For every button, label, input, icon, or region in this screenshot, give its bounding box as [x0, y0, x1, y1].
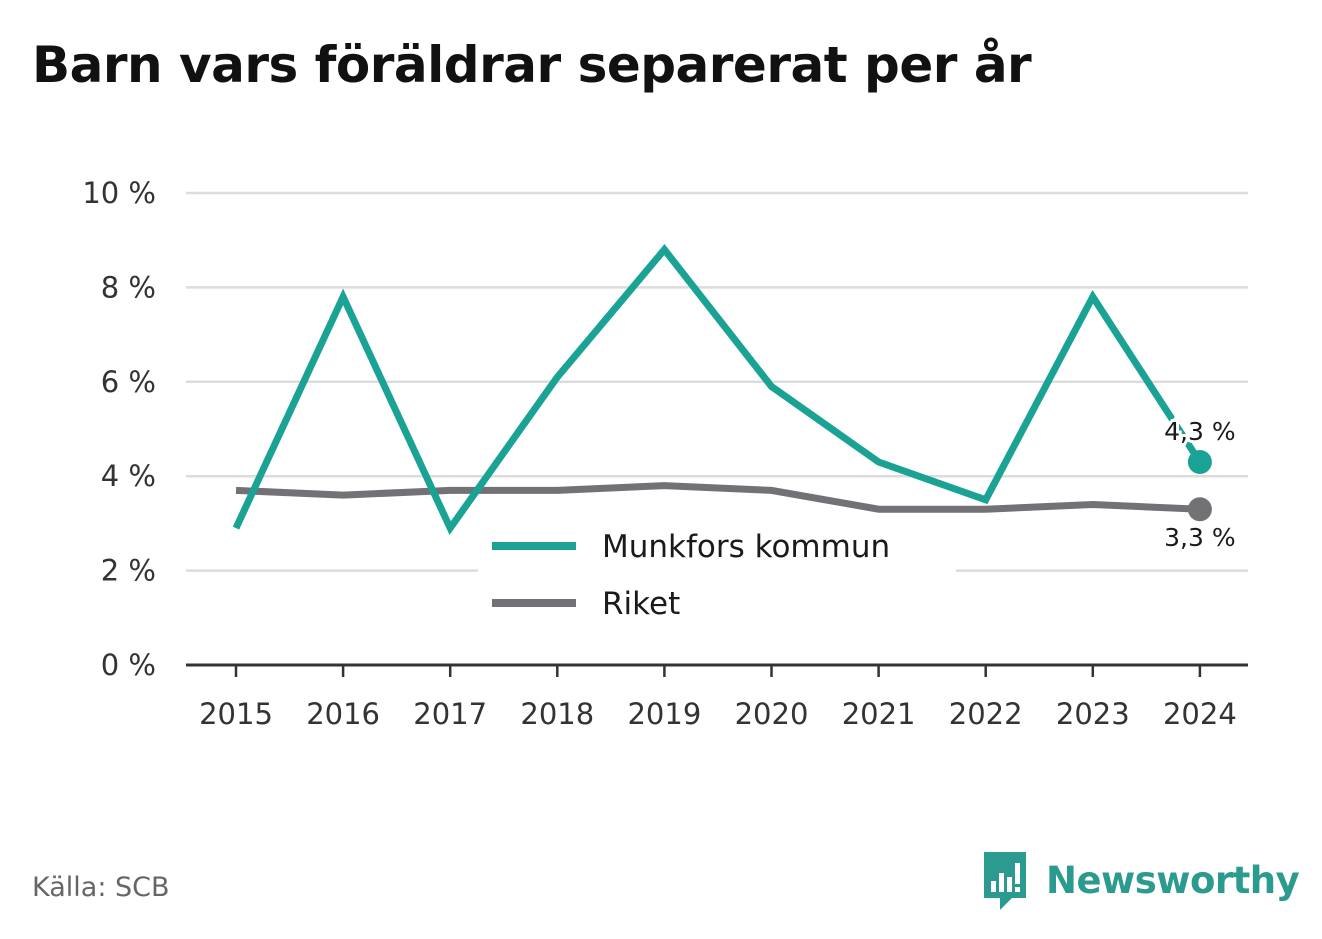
series-line-riket — [235, 482, 1201, 513]
x-tick-label: 2020 — [735, 697, 809, 731]
line-chart: 0 % 2 % 4 % 6 % 8 % 10 % 2015 2016 2017 2018 2019… — [82, 176, 1248, 731]
chart-title: Barn vars föräldrar separerat per år — [32, 36, 1032, 94]
y-axis-tick-labels: 0 % 2 % 4 % 6 % 8 % 10 % — [82, 176, 156, 682]
end-value-label: 3,3 % — [1164, 523, 1235, 552]
end-value-label: 4,3 % — [1164, 417, 1235, 446]
y-tick-label: 10 % — [82, 176, 156, 210]
source-note: Källa: SCB — [32, 872, 170, 903]
x-tick-label: 2024 — [1163, 697, 1237, 731]
x-tick-label: 2015 — [199, 697, 273, 731]
legend-label: Munkfors kommun — [602, 529, 890, 565]
legend-label: Riket — [602, 586, 680, 622]
x-tick-label: 2023 — [1056, 697, 1130, 731]
newsworthy-logo-icon — [984, 852, 1026, 910]
series-lines — [232, 244, 1203, 536]
brand-logo: Newsworthy — [980, 848, 1300, 912]
end-point-marker — [1187, 497, 1212, 522]
x-tick-label: 2016 — [306, 697, 380, 731]
grid-lines — [186, 191, 1248, 572]
end-point-marker — [1187, 450, 1212, 475]
x-axis: 2015 2016 2017 2018 2019 2020 2021 2022 2023 2024 — [186, 663, 1248, 731]
y-tick-label: 0 % — [101, 648, 156, 682]
x-tick-label: 2017 — [413, 697, 487, 731]
legend: Munkfors kommun Riket — [478, 516, 956, 622]
end-value-labels: 4,3 % 3,3 % — [1161, 414, 1238, 555]
brand-name: Newsworthy — [1046, 858, 1300, 902]
x-tick-label: 2022 — [949, 697, 1023, 731]
x-tick-label: 2019 — [627, 697, 701, 731]
x-tick-label: 2021 — [842, 697, 916, 731]
series-line-munkfors — [232, 244, 1203, 536]
y-tick-label: 8 % — [101, 270, 156, 304]
y-tick-label: 6 % — [101, 365, 156, 399]
y-tick-label: 2 % — [101, 554, 156, 588]
x-tick-label: 2018 — [520, 697, 594, 731]
y-tick-label: 4 % — [101, 459, 156, 493]
